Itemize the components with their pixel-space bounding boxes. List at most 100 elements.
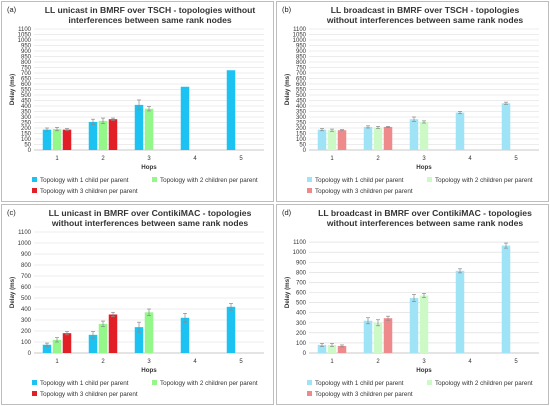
bar	[108, 119, 118, 150]
y-axis-label: Delay (ms)	[9, 74, 16, 105]
bar	[52, 339, 62, 353]
bar	[455, 112, 465, 150]
x-tick-label: 5	[514, 359, 518, 365]
y-tick-label: 300	[296, 115, 307, 121]
bar	[88, 334, 98, 353]
y-tick-label: 650	[21, 77, 32, 83]
y-tick-label: 400	[21, 307, 32, 313]
bar	[62, 129, 72, 150]
y-tick-label: 600	[21, 82, 32, 88]
y-tick-label: 900	[296, 260, 307, 266]
y-tick-label: 800	[296, 60, 307, 66]
y-tick-label: 250	[296, 121, 307, 127]
y-tick-label: 200	[21, 126, 32, 132]
y-tick-label: 300	[296, 321, 307, 327]
y-tick-label: 800	[296, 270, 307, 276]
legend-swatch	[307, 380, 312, 385]
y-tick-label: 1000	[293, 250, 307, 256]
y-tick-label: 850	[21, 55, 32, 61]
y-tick-label: 150	[296, 132, 307, 138]
panel-letter: (a)	[7, 5, 17, 14]
legend-swatch	[427, 380, 432, 385]
x-axis-label: Hops	[416, 164, 432, 171]
x-tick-label: 4	[193, 156, 197, 162]
legend-swatch	[32, 380, 37, 385]
x-axis-label: Hops	[416, 367, 432, 374]
bar	[419, 295, 429, 353]
panel-letter: (c)	[7, 208, 16, 217]
y-tick-label: 1100	[293, 27, 307, 33]
bar	[42, 344, 52, 353]
y-tick-label: 50	[24, 143, 31, 149]
y-tick-label: 600	[21, 285, 32, 291]
legend-label: Topology with 3 children per parent	[315, 188, 413, 195]
x-tick-label: 5	[239, 156, 243, 162]
y-tick-label: 100	[296, 341, 307, 347]
x-tick-label: 1	[55, 359, 59, 365]
x-axis-label: Hops	[141, 367, 157, 374]
legend-swatch	[307, 188, 312, 193]
bar	[455, 270, 465, 353]
y-tick-label: 500	[296, 301, 307, 307]
panel-letter: (d)	[282, 208, 292, 217]
x-tick-label: 2	[376, 359, 380, 365]
bar	[317, 129, 327, 150]
legend-swatch	[307, 177, 312, 182]
legend-swatch	[307, 391, 312, 396]
x-tick-label: 4	[468, 156, 472, 162]
chart-title-line: without interferences between same rank …	[326, 15, 524, 25]
panel-d: (d) LL broadcast in BMRF over ContikiMAC …	[276, 204, 549, 405]
x-tick-label: 4	[468, 359, 472, 365]
y-axis-label: Delay (ms)	[284, 277, 291, 308]
bar	[337, 345, 347, 353]
chart-title-line: LL broadcast in BMRF over TSCH - topolog…	[331, 5, 520, 15]
legend-label: Topology with 1 child per parent	[315, 380, 404, 387]
y-tick-label: 750	[21, 66, 32, 72]
y-tick-label: 250	[21, 121, 32, 127]
x-tick-label: 1	[55, 156, 59, 162]
y-tick-label: 750	[296, 66, 307, 72]
y-tick-label: 450	[296, 99, 307, 105]
x-tick-label: 1	[330, 359, 334, 365]
y-tick-label: 850	[296, 55, 307, 61]
bar	[42, 129, 52, 150]
y-tick-label: 700	[296, 280, 307, 286]
y-tick-label: 700	[21, 274, 32, 280]
y-tick-label: 100	[296, 137, 307, 143]
x-tick-label: 5	[514, 156, 518, 162]
y-axis-label: Delay (ms)	[9, 277, 16, 308]
legend-label: Topology with 3 children per parent	[40, 391, 138, 398]
bar	[327, 344, 337, 353]
bar	[409, 119, 419, 150]
chart-b: (b) LL broadcast in BMRF over TSCH - topo…	[282, 5, 539, 195]
y-tick-label: 1100	[18, 230, 32, 236]
bar	[337, 130, 347, 150]
x-tick-label: 1	[330, 156, 334, 162]
panel-c: (c) LL unicast in BMRF over ContikiMAC - …	[1, 204, 274, 405]
y-axis-label: Delay (ms)	[284, 74, 291, 105]
y-tick-label: 800	[21, 60, 32, 66]
x-tick-label: 2	[376, 156, 380, 162]
bar	[501, 103, 511, 150]
bar	[62, 333, 72, 353]
y-tick-label: 950	[296, 44, 307, 50]
y-tick-label: 0	[303, 148, 307, 154]
y-tick-label: 1100	[18, 27, 32, 33]
bar	[363, 126, 373, 150]
legend-swatch	[152, 177, 157, 182]
legend-swatch	[32, 188, 37, 193]
chart-title-line: without interferences between same rank …	[51, 218, 249, 228]
bar	[363, 320, 373, 353]
y-tick-label: 1000	[18, 241, 32, 247]
y-tick-label: 800	[21, 263, 32, 269]
legend-swatch	[427, 177, 432, 182]
x-tick-label: 4	[193, 359, 197, 365]
y-tick-label: 450	[21, 99, 32, 105]
chart-d: (d) LL broadcast in BMRF over ContikiMAC …	[282, 208, 539, 398]
chart-a: (a) LL unicast in BMRF over TSCH - topolo…	[7, 5, 264, 195]
y-tick-label: 0	[303, 351, 307, 357]
x-tick-label: 2	[101, 156, 105, 162]
y-tick-label: 200	[296, 126, 307, 132]
y-tick-label: 700	[21, 71, 32, 77]
